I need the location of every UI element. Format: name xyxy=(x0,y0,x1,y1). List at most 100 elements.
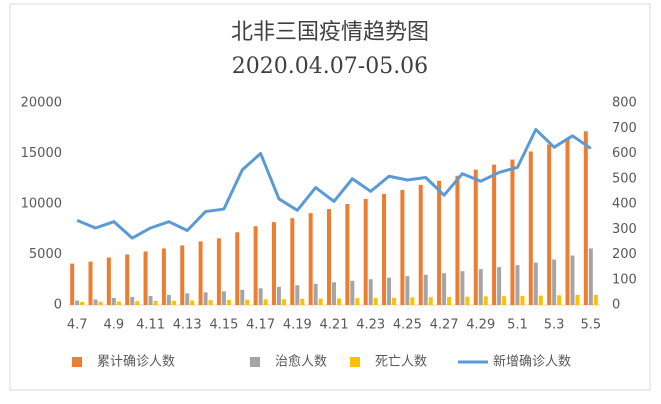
bar xyxy=(405,276,410,305)
bar xyxy=(528,151,533,305)
bar xyxy=(382,193,387,305)
chart-title: 北非三国疫情趋势图 xyxy=(231,20,429,45)
bar xyxy=(203,292,208,305)
bar xyxy=(111,297,116,305)
bar xyxy=(570,255,575,305)
bar xyxy=(258,288,263,305)
bar xyxy=(410,297,415,305)
bar xyxy=(70,263,75,305)
bar xyxy=(276,286,281,305)
y2-tick-label: 300 xyxy=(612,222,637,237)
bar xyxy=(75,300,80,305)
bar xyxy=(281,299,286,305)
bar xyxy=(98,301,103,305)
bar xyxy=(308,213,313,305)
bar xyxy=(515,265,520,305)
y-tick-label: 0 xyxy=(54,298,62,313)
bar xyxy=(300,298,305,305)
bar xyxy=(478,269,483,305)
chart-subtitle: 2020.04.07-05.06 xyxy=(232,54,428,79)
legend-swatch xyxy=(250,357,260,367)
y2-tick-label: 0 xyxy=(612,298,620,313)
bar xyxy=(180,245,185,305)
bar xyxy=(350,280,355,305)
y-tick-label: 10000 xyxy=(21,197,62,212)
bar xyxy=(557,295,562,305)
y2-tick-label: 600 xyxy=(612,146,637,161)
bar xyxy=(80,301,85,305)
bar xyxy=(295,285,300,305)
bar xyxy=(552,259,557,305)
bar xyxy=(93,299,98,305)
bar xyxy=(337,298,341,305)
bar xyxy=(153,300,158,305)
y2-tick-label: 100 xyxy=(612,272,637,287)
y2-tick-label: 700 xyxy=(612,121,637,136)
bar xyxy=(106,257,111,305)
x-tick-label: 4.25 xyxy=(393,318,422,333)
y2-tick-label: 200 xyxy=(612,247,637,262)
bar xyxy=(428,297,433,305)
bar xyxy=(593,294,598,305)
bar xyxy=(327,209,331,305)
bar xyxy=(447,296,452,305)
bar xyxy=(442,273,447,305)
x-tick-label: 4.15 xyxy=(209,318,238,333)
x-tick-label: 4.13 xyxy=(173,318,202,333)
bar xyxy=(538,295,543,305)
bar xyxy=(190,300,195,305)
bar xyxy=(575,294,580,305)
bar xyxy=(253,226,258,305)
bar xyxy=(166,294,171,305)
y-tick-label: 15000 xyxy=(21,146,62,161)
x-tick-label: 4.11 xyxy=(136,318,165,333)
bar xyxy=(520,295,525,305)
bar xyxy=(318,298,323,305)
legend-label: 累计确诊人数 xyxy=(97,355,175,370)
bar xyxy=(460,271,465,305)
y-tick-label: 5000 xyxy=(29,247,62,262)
bar xyxy=(221,291,226,305)
bar xyxy=(130,296,135,305)
bar xyxy=(355,298,360,305)
legend-label: 新增确诊人数 xyxy=(493,354,571,370)
x-tick-label: 4.23 xyxy=(356,318,385,333)
bar xyxy=(245,299,250,305)
bar xyxy=(216,238,221,305)
bar xyxy=(143,251,148,305)
y2-tick-label: 500 xyxy=(612,171,637,186)
bar xyxy=(125,254,130,305)
bar xyxy=(492,164,497,305)
legend-label: 死亡人数 xyxy=(375,355,427,370)
bar xyxy=(363,198,368,305)
line xyxy=(76,128,592,240)
bar xyxy=(271,222,276,305)
bar xyxy=(332,282,336,305)
bar xyxy=(198,241,203,305)
bar xyxy=(240,289,245,305)
bar xyxy=(510,159,515,305)
bar xyxy=(533,262,538,305)
x-tick-label: 4.7 xyxy=(67,318,88,333)
x-tick-label: 4.27 xyxy=(430,318,459,333)
bar xyxy=(497,267,502,305)
bar xyxy=(373,297,378,305)
bar xyxy=(455,175,460,305)
legend-swatch xyxy=(72,357,82,367)
bar xyxy=(583,131,588,305)
x-tick-label: 5.3 xyxy=(544,318,565,333)
legend-label: 治愈人数 xyxy=(275,355,327,370)
bar xyxy=(135,301,140,305)
bar xyxy=(263,299,268,305)
bar xyxy=(161,248,166,305)
bar xyxy=(345,204,350,305)
bar xyxy=(171,300,176,305)
bar xyxy=(368,279,373,305)
bar xyxy=(392,297,397,305)
x-tick-label: 4.21 xyxy=(320,318,349,333)
x-tick-label: 5.5 xyxy=(580,318,601,333)
bar xyxy=(313,283,318,305)
bar xyxy=(483,296,488,305)
x-tick-label: 5.1 xyxy=(507,318,528,333)
